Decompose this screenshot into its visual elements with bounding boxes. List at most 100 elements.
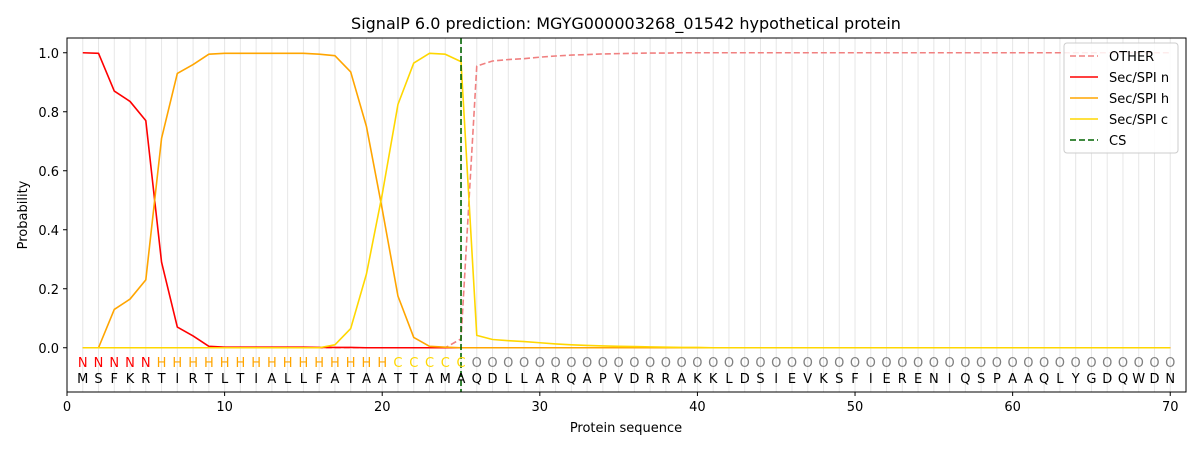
- region-label: O: [740, 356, 750, 371]
- y-tick-label: 0.0: [38, 342, 59, 357]
- axes-frame: [66, 37, 1187, 393]
- region-label: O: [1039, 356, 1049, 371]
- region-label: N: [78, 356, 88, 371]
- region-label: O: [913, 356, 923, 371]
- residue-label: L: [1056, 372, 1064, 387]
- residue-label: K: [709, 372, 718, 387]
- x-tick-label: 60: [1004, 400, 1021, 415]
- residue-label: V: [614, 372, 623, 387]
- region-label: O: [834, 356, 844, 371]
- residue-label: T: [204, 372, 213, 387]
- residue-label: L: [505, 372, 513, 387]
- region-label: O: [519, 356, 529, 371]
- series-line-other: [82, 51, 1171, 349]
- region-label: H: [251, 356, 261, 371]
- residue-label: P: [599, 372, 607, 387]
- region-label: O: [881, 356, 891, 371]
- x-tick-label: 30: [532, 400, 549, 415]
- region-label: O: [1102, 356, 1112, 371]
- region-label: O: [787, 356, 797, 371]
- region-label: O: [897, 356, 907, 371]
- region-label: O: [472, 356, 482, 371]
- region-label: H: [267, 356, 277, 371]
- region-label: H: [157, 356, 167, 371]
- region-label: N: [109, 356, 119, 371]
- region-label: H: [346, 356, 356, 371]
- x-tick-label: 0: [63, 400, 71, 415]
- y-tick-label: 0.4: [38, 224, 59, 239]
- residue-label: Q: [1039, 372, 1049, 387]
- region-label: O: [661, 356, 671, 371]
- region-label: H: [377, 356, 387, 371]
- residue-label: S: [835, 372, 843, 387]
- chart-title: SignalP 6.0 prediction: MGYG000003268_01…: [351, 14, 901, 34]
- residue-label: A: [1008, 372, 1017, 387]
- region-label: N: [94, 356, 104, 371]
- region-label: H: [330, 356, 340, 371]
- legend-label: Sec/SPI h: [1109, 92, 1169, 107]
- residue-label: I: [948, 372, 952, 387]
- region-label: C: [456, 356, 465, 371]
- residue-label: A: [583, 372, 592, 387]
- region-label: O: [598, 356, 608, 371]
- residue-label: K: [693, 372, 702, 387]
- residue-label: L: [300, 372, 308, 387]
- residue-label: E: [788, 372, 796, 387]
- region-label: O: [803, 356, 813, 371]
- residue-label: Y: [1071, 372, 1080, 387]
- region-label: C: [393, 356, 402, 371]
- residue-label: D: [488, 372, 498, 387]
- residue-label: A: [330, 372, 339, 387]
- x-tick-label: 40: [689, 400, 706, 415]
- residue-label: R: [141, 372, 150, 387]
- residue-label: R: [646, 372, 655, 387]
- region-label: O: [1165, 356, 1175, 371]
- region-label: O: [582, 356, 592, 371]
- residue-label: Q: [472, 372, 482, 387]
- y-tick-label: 0.6: [38, 165, 59, 180]
- residue-label: K: [819, 372, 828, 387]
- region-label: O: [1071, 356, 1081, 371]
- region-label: O: [1055, 356, 1065, 371]
- region-label: O: [629, 356, 639, 371]
- region-label: O: [976, 356, 986, 371]
- x-axis-title: Protein sequence: [570, 421, 682, 436]
- residue-label: N: [929, 372, 939, 387]
- region-label: O: [866, 356, 876, 371]
- y-tick-label: 0.8: [38, 106, 59, 121]
- residue-label: L: [725, 372, 733, 387]
- region-label: O: [929, 356, 939, 371]
- x-tick-label: 20: [374, 400, 391, 415]
- series-line-sec-spi-h: [82, 52, 1171, 349]
- region-label: N: [125, 356, 135, 371]
- plot-area: NMNSNFNKNRHTHIHRHTHLHTHIHAHLHLHFHAHTHAHA…: [38, 37, 1187, 415]
- region-label: O: [992, 356, 1002, 371]
- region-label: O: [535, 356, 545, 371]
- region-label: C: [425, 356, 434, 371]
- residue-label: T: [346, 372, 355, 387]
- residue-label: L: [221, 372, 229, 387]
- series-line-sec-spi-c: [82, 52, 1171, 349]
- residue-label: A: [457, 372, 466, 387]
- region-label: O: [692, 356, 702, 371]
- residue-label: D: [1102, 372, 1112, 387]
- residue-label: D: [629, 372, 639, 387]
- region-label: O: [818, 356, 828, 371]
- residue-label: S: [756, 372, 764, 387]
- residue-label: A: [677, 372, 686, 387]
- y-axis-title: Probability: [16, 180, 31, 249]
- legend-label: OTHER: [1109, 50, 1154, 65]
- residue-label: Q: [960, 372, 970, 387]
- region-label: O: [850, 356, 860, 371]
- residue-label: R: [661, 372, 670, 387]
- residue-label: V: [803, 372, 812, 387]
- residue-label: A: [378, 372, 387, 387]
- y-tick-label: 0.2: [38, 283, 59, 298]
- residue-label: A: [535, 372, 544, 387]
- region-label: O: [1134, 356, 1144, 371]
- legend-label: CS: [1109, 134, 1126, 149]
- legend-box: [1063, 42, 1179, 154]
- residue-label: R: [898, 372, 907, 387]
- region-label: O: [487, 356, 497, 371]
- residue-label: A: [362, 372, 371, 387]
